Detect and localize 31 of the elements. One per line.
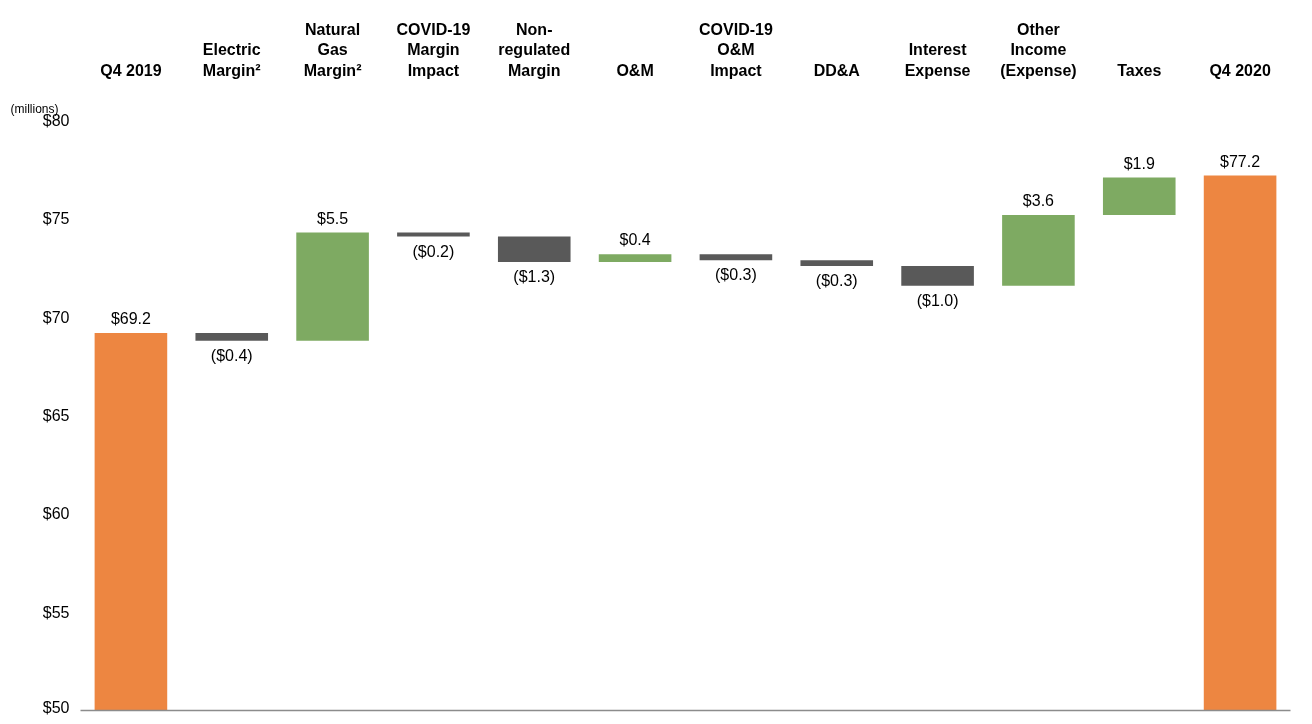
data-label: ($1.3) <box>513 268 556 286</box>
y-tick-label: $70 <box>42 308 70 326</box>
x-tick-label: COVID-19 O&M Impact <box>699 20 773 79</box>
x-tick-label: DD&A <box>813 61 861 79</box>
data-label: ($0.3) <box>815 272 858 290</box>
data-label: ($0.4) <box>210 346 253 364</box>
y-tick-label: $60 <box>42 505 70 523</box>
data-label: $1.9 <box>1123 154 1155 172</box>
x-tick-label: Natural Gas Margin² <box>303 20 362 79</box>
x-tick-label: COVID-19 Margin Impact <box>396 20 471 79</box>
x-tick-label: Electric Margin² <box>202 41 261 79</box>
x-tick-label: Taxes <box>1117 61 1162 79</box>
data-label: $3.6 <box>1022 191 1055 209</box>
x-tick-label: O&M <box>616 61 654 79</box>
y-tick-label: $55 <box>42 603 70 621</box>
data-label: $77.2 <box>1220 152 1261 170</box>
data-label: $0.4 <box>619 231 651 249</box>
x-tick-label: Other Income (Expense) <box>1000 20 1077 79</box>
data-label: ($0.3) <box>715 266 757 284</box>
data-label: $5.5 <box>317 209 349 227</box>
x-tick-label: Non-regulated Margin <box>498 20 571 79</box>
data-label: ($1.0) <box>916 291 959 309</box>
x-tick-label: Q4 2019 <box>100 61 162 79</box>
x-tick-label: Interest Expense <box>904 41 971 79</box>
y-tick-label: $50 <box>42 698 70 716</box>
x-tick-label: Q4 2020 <box>1209 61 1271 79</box>
data-label: ($0.2) <box>412 242 455 260</box>
y-tick-label: $75 <box>42 210 70 228</box>
y-axis-title: (millions) <box>10 101 59 116</box>
y-tick-label: $65 <box>42 407 70 424</box>
data-label: $69.2 <box>110 309 152 327</box>
